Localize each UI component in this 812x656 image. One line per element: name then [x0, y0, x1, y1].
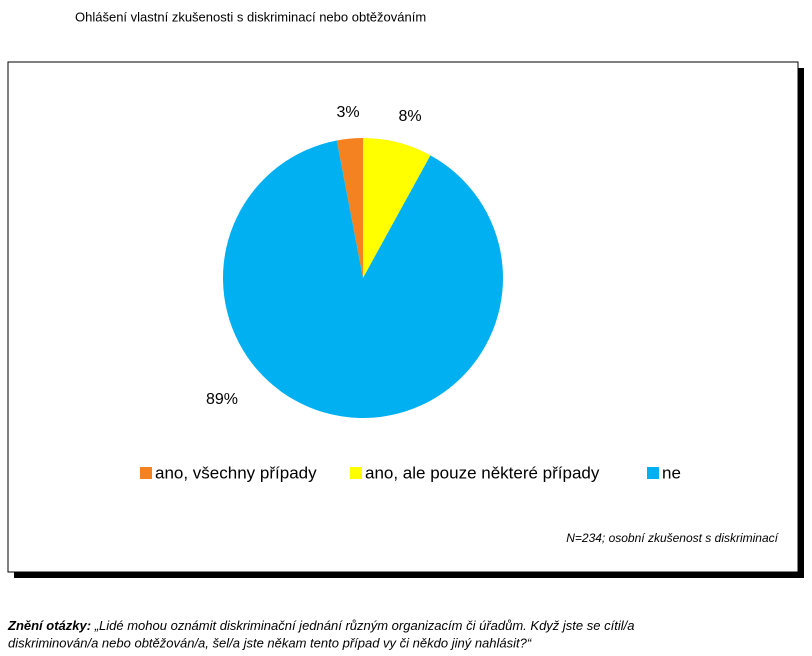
- pie-slice: [223, 140, 503, 418]
- footer-line: „Lidé mohou oznámit diskriminační jednán…: [94, 618, 635, 633]
- legend-label: ano, všechny případy: [155, 463, 317, 482]
- data-label: 89%: [206, 391, 238, 408]
- legend-swatch: [140, 467, 152, 479]
- data-label: 3%: [336, 104, 359, 121]
- footer-line: diskriminován/a nebo obtěžován/a, šel/a …: [8, 635, 532, 650]
- footer-text: Znění otázky: „Lidé mohou oznámit diskri…: [7, 618, 634, 633]
- legend-label: ne: [662, 463, 681, 482]
- legend-label: ano, ale pouze některé případy: [365, 463, 600, 482]
- chart-note: N=234; osobní zkušenost s diskriminací: [566, 531, 779, 545]
- data-label: 8%: [398, 108, 421, 125]
- footer-label: Znění otázky:: [7, 618, 91, 633]
- legend-swatch: [647, 467, 659, 479]
- legend-swatch: [350, 467, 362, 479]
- pie-slice: [336, 138, 363, 278]
- chart-title: Ohlášení vlastní zkušenosti s diskrimina…: [75, 9, 426, 24]
- pie-slice: [363, 138, 431, 278]
